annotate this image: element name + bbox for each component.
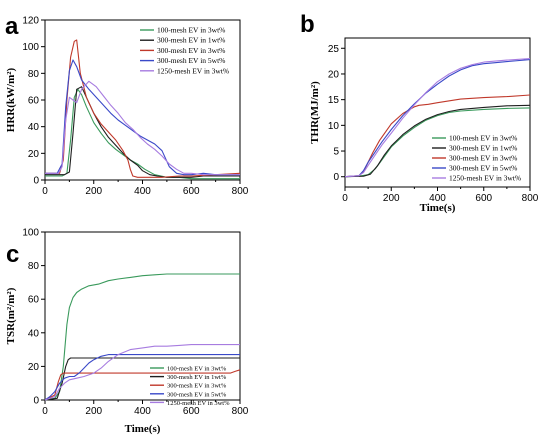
- legend-entry-label: 300-mesh EV in 5wt%: [167, 391, 227, 398]
- y-tick-label: 20: [28, 362, 40, 373]
- legend-entry-label: 1250-mesh EV in 3wt%: [167, 400, 230, 407]
- legend-entry-label: 300-mesh EV in 3wt%: [157, 46, 225, 55]
- x-tick-label: 0: [42, 186, 48, 197]
- series-line-5: [45, 80, 240, 176]
- y-tick-label: 25: [328, 44, 340, 55]
- series-line-3: [44, 369, 241, 401]
- legend: 100-mesh EV in 3wt%300-mesh EV in 1wt%30…: [140, 26, 229, 75]
- legend-entry-label: 1250-mesh EV in 3wt%: [157, 66, 229, 75]
- y-tick-label: 0: [33, 176, 39, 187]
- y-tick-label: 20: [328, 69, 340, 80]
- x-tick-label: 800: [232, 406, 249, 417]
- y-tick-label: 60: [28, 96, 40, 107]
- x-tick-label: 600: [475, 193, 492, 204]
- series-line-1: [44, 273, 240, 401]
- series-line-4: [45, 59, 240, 176]
- legend-entry-label: 100-mesh EV in 3wt%: [167, 366, 227, 373]
- legend-entry-label: 100-mesh EV in 3wt%: [449, 134, 517, 143]
- series-line-5: [44, 344, 240, 401]
- y-tick-label: 100: [22, 228, 39, 239]
- x-tick-label: 600: [183, 406, 200, 417]
- series-line-1: [45, 88, 240, 180]
- panel-label: b: [300, 11, 315, 38]
- x-axis-label: Time(s): [125, 423, 161, 435]
- panel-b-thr-chart: b 0 200 400 600 800 0 5 10 15 20 25 THR(MJ/m²) Time(s…: [300, 11, 539, 214]
- x-tick-label: 200: [85, 406, 102, 417]
- x-tick-label: 800: [232, 186, 249, 197]
- series-line-2: [44, 357, 240, 401]
- y-tick-label: 40: [28, 122, 40, 133]
- x-tick-label: 800: [522, 193, 539, 204]
- legend-entry-label: 100-mesh EV in 3wt%: [157, 26, 225, 35]
- series-line-2: [344, 104, 531, 178]
- series-line-5: [344, 58, 531, 178]
- y-axis-label: TSR(m²/m²): [5, 287, 17, 344]
- x-tick-label: 400: [134, 406, 151, 417]
- y-tick-label: 20: [28, 149, 40, 160]
- legend-entry-label: 300-mesh EV in 3wt%: [449, 154, 517, 163]
- y-tick-label: 15: [328, 95, 340, 106]
- x-tick-label: 600: [183, 186, 200, 197]
- legend-entry-label: 300-mesh EV in 3wt%: [167, 383, 227, 390]
- panel-c-tsr-chart: c 0 200 400 600 800 0 20 40 60 80 100 TSR(m²/m²) Time…: [5, 228, 249, 436]
- y-axis-label: THR(MJ/m²): [309, 81, 321, 144]
- panel-label: c: [6, 241, 19, 268]
- y-tick-label: 80: [28, 69, 40, 80]
- y-tick-label: 80: [28, 261, 40, 272]
- y-tick-label: 0: [33, 396, 39, 407]
- x-tick-label: 400: [429, 193, 446, 204]
- legend: 100-mesh EV in 3wt%300-mesh EV in 1wt%30…: [432, 134, 521, 183]
- y-tick-label: 5: [333, 147, 339, 158]
- y-tick-label: 40: [28, 328, 40, 339]
- series-line-4: [44, 354, 240, 401]
- y-axis-label: HRR(kW/m²): [5, 67, 17, 132]
- series-line-1: [344, 107, 531, 178]
- legend-entry-label: 300-mesh EV in 1wt%: [157, 36, 225, 45]
- y-tick-label: 10: [328, 121, 340, 132]
- y-tick-label: 0: [333, 172, 339, 183]
- x-tick-label: 200: [383, 193, 400, 204]
- x-tick-label: 400: [134, 186, 151, 197]
- panel-a-hrr-chart: a 0 200 400 600 800 0 20 40 60 80 100 120 HRR(kW/m²) 1…: [5, 13, 249, 197]
- legend-entry-label: 300-mesh EV in 1wt%: [167, 374, 227, 381]
- y-tick-label: 120: [22, 16, 39, 27]
- legend-entry-label: 1250-mesh EV in 3wt%: [449, 174, 521, 183]
- legend-entry-label: 300-mesh EV in 5wt%: [449, 164, 517, 173]
- x-tick-label: 0: [42, 406, 48, 417]
- legend-entry-label: 300-mesh EV in 5wt%: [157, 56, 225, 65]
- panel-label: a: [5, 13, 19, 40]
- legend-entry-label: 300-mesh EV in 1wt%: [449, 144, 517, 153]
- x-tick-label: 200: [85, 186, 102, 197]
- y-tick-label: 100: [22, 42, 39, 53]
- y-tick-label: 60: [28, 295, 40, 306]
- x-tick-label: 0: [342, 193, 348, 204]
- series-line-3: [45, 39, 241, 178]
- legend: 100-mesh EV in 3wt%300-mesh EV in 1wt% 30…: [150, 366, 230, 407]
- x-axis-label: Time(s): [420, 202, 456, 214]
